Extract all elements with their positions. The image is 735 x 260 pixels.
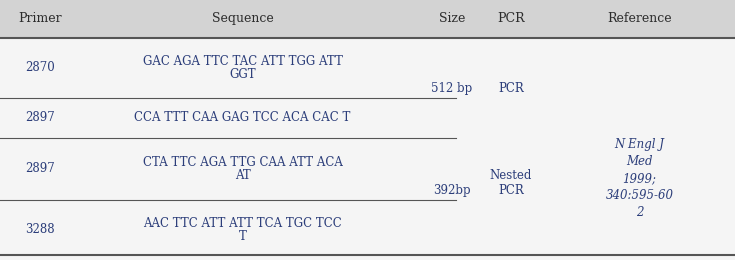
Text: Size: Size [439,12,465,25]
Text: 2897: 2897 [26,111,55,124]
Text: 3288: 3288 [26,224,55,237]
Text: GGT: GGT [229,68,256,81]
Text: 392bp: 392bp [433,184,471,197]
Text: PCR: PCR [497,12,525,25]
Text: 512 bp: 512 bp [431,82,473,95]
FancyBboxPatch shape [0,0,735,38]
Text: 2870: 2870 [26,61,55,74]
Text: AAC TTC ATT ATT TCA TGC TCC: AAC TTC ATT ATT TCA TGC TCC [143,217,342,230]
Text: PCR: PCR [498,82,524,95]
Text: GAC AGA TTC TAC ATT TGG ATT: GAC AGA TTC TAC ATT TGG ATT [143,55,343,68]
Text: AT: AT [234,169,251,182]
Text: Sequence: Sequence [212,12,273,25]
Text: 2897: 2897 [26,162,55,175]
Text: N Engl J
Med
1999;
340:595-60
2: N Engl J Med 1999; 340:595-60 2 [606,138,673,219]
Text: Reference: Reference [607,12,672,25]
Text: T: T [239,230,246,243]
Text: Primer: Primer [18,12,62,25]
Text: CTA TTC AGA TTG CAA ATT ACA: CTA TTC AGA TTG CAA ATT ACA [143,156,343,169]
Text: CCA TTT CAA GAG TCC ACA CAC T: CCA TTT CAA GAG TCC ACA CAC T [135,111,351,124]
Text: Nested
PCR: Nested PCR [490,169,532,197]
